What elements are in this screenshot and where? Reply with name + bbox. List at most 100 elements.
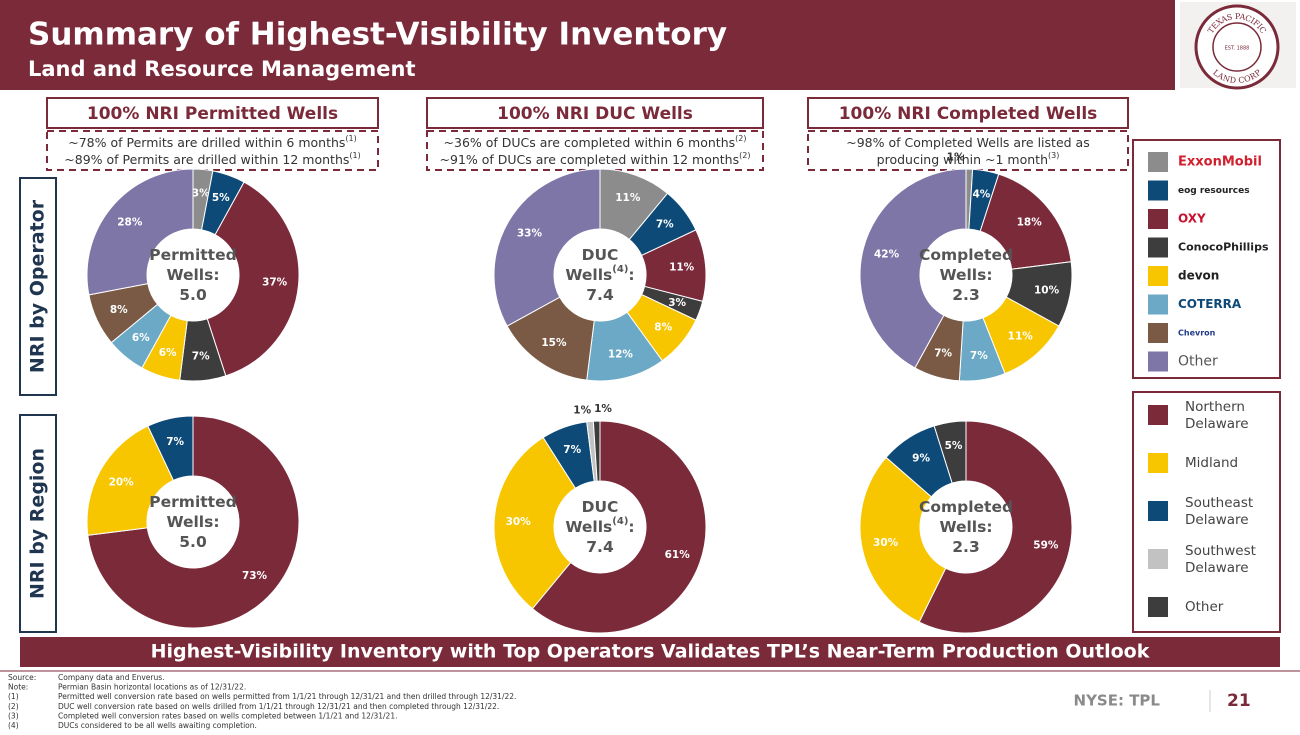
- section-header-box: [46, 97, 379, 129]
- center-label-part: Wells:: [939, 518, 992, 536]
- header-bar: [0, 0, 1175, 90]
- legend-label: devon: [1178, 269, 1219, 283]
- data-label: 30%: [873, 537, 899, 549]
- data-label: 8%: [110, 304, 128, 316]
- note-text: ~36% of DUCs are completed within 6 mont…: [444, 135, 736, 150]
- logo-inner: [1212, 22, 1262, 72]
- data-label: 6%: [132, 332, 150, 344]
- section-header: 100% NRI Completed Wells: [839, 104, 1098, 124]
- center-label-part: 7.4: [586, 286, 614, 304]
- note: ~91% of DUCs are completed within 12 mon…: [440, 151, 751, 167]
- center-label: 2.3: [952, 286, 979, 304]
- center-label-part: Permitted: [149, 493, 236, 511]
- banner: [20, 637, 1280, 667]
- data-label: 33%: [517, 227, 543, 239]
- data-label: 5%: [212, 192, 230, 204]
- data-label: 1%: [573, 404, 591, 416]
- center-label: Completed: [919, 246, 1013, 264]
- center-label: Wells(4):: [565, 264, 634, 284]
- footnote-text: DUCs considered to be all wells awaiting…: [58, 721, 257, 730]
- legend-label: OXY: [1178, 212, 1206, 226]
- note: producing within ~1 month(3): [877, 151, 1060, 167]
- legend-swatch: [1148, 237, 1168, 258]
- legend-swatch: [1148, 501, 1168, 521]
- footnote-text: Permitted well conversion rate based on …: [58, 692, 516, 701]
- center-label: Permitted: [149, 246, 236, 264]
- note: ~98% of Completed Wells are listed as: [846, 135, 1089, 150]
- footnote-label: Source:: [8, 673, 36, 682]
- data-label: 18%: [1017, 217, 1043, 229]
- ticker: NYSE: TPL: [1074, 692, 1161, 710]
- note-text: ~98% of Completed Wells are listed as: [846, 135, 1089, 150]
- note-ref: (2): [739, 151, 750, 160]
- data-label: 11%: [1008, 331, 1034, 343]
- note-ref: (3): [1048, 151, 1059, 160]
- row-label: NRI by Region: [27, 448, 49, 599]
- note-text: ~78% of Permits are drilled within 6 mon…: [68, 135, 345, 150]
- legend-label: eog resources: [1178, 186, 1250, 196]
- data-label: 3%: [668, 297, 686, 309]
- center-label: 5.0: [179, 533, 207, 551]
- data-label: 42%: [874, 249, 900, 261]
- legend-swatch: [1148, 152, 1168, 172]
- center-label-part: :: [628, 266, 634, 284]
- legend-label: Other: [1178, 354, 1218, 370]
- center-label: Wells:: [939, 266, 992, 284]
- note-box: [46, 130, 379, 171]
- legend-swatch: [1148, 294, 1168, 315]
- note-text: producing within ~1 month: [877, 152, 1048, 167]
- donut-hole: [920, 481, 1012, 573]
- donut-hole: [147, 476, 239, 568]
- legend-label: COTERRA: [1178, 297, 1242, 311]
- center-label-part: Wells:: [166, 266, 219, 284]
- footnote-label: (3): [8, 711, 19, 720]
- note-text: ~91% of DUCs are completed within 12 mon…: [440, 152, 740, 167]
- center-label-part: Wells:: [166, 513, 219, 531]
- data-label: 3%: [192, 187, 210, 199]
- data-label: 61%: [665, 549, 691, 561]
- center-label-part: DUC: [582, 498, 619, 516]
- legend-swatch: [1148, 351, 1168, 372]
- center-label: DUC: [582, 246, 619, 264]
- donut-hole: [554, 481, 646, 573]
- center-label-part: Completed: [919, 498, 1013, 516]
- banner-text: Highest-Visibility Inventory with Top Op…: [151, 641, 1150, 663]
- legend-swatch: [1148, 323, 1168, 343]
- footnote-label: (2): [8, 702, 19, 711]
- center-label-part: 2.3: [952, 286, 979, 304]
- data-label: 5%: [945, 440, 963, 452]
- legend-label: Chevron: [1178, 329, 1216, 338]
- legend-label: Midland: [1185, 455, 1238, 471]
- data-label: 6%: [159, 347, 177, 359]
- data-label: 7%: [166, 436, 184, 448]
- legend-label: Other: [1185, 599, 1224, 615]
- footnote-text: Company data and Enverus.: [58, 673, 165, 682]
- note-ref: (1): [345, 134, 356, 143]
- center-label: Wells:: [166, 513, 219, 531]
- logo-seal: [1194, 4, 1280, 90]
- data-label: 11%: [615, 192, 641, 204]
- center-label-part: (4): [612, 516, 628, 527]
- center-label: Wells:: [939, 518, 992, 536]
- donut-hole: [147, 229, 239, 321]
- center-label: Completed: [919, 498, 1013, 516]
- note-text: ~89% of Permits are drilled within 12 mo…: [64, 152, 349, 167]
- data-label: 12%: [608, 348, 634, 360]
- data-label: 59%: [1033, 540, 1059, 552]
- footnote-text: DUC well conversion rate based on wells …: [58, 702, 499, 711]
- note-ref: (1): [349, 151, 360, 160]
- note-ref: (2): [735, 134, 746, 143]
- data-label: 7%: [563, 444, 581, 456]
- center-label: 7.4: [586, 286, 614, 304]
- center-label-part: Wells: [565, 518, 612, 536]
- legend-swatch: [1148, 597, 1168, 617]
- data-label: 30%: [506, 516, 532, 528]
- center-label: 2.3: [952, 538, 979, 556]
- data-label: 73%: [242, 570, 268, 582]
- legend-label: Southwest Delaware: [1185, 543, 1256, 576]
- data-label: 7%: [192, 351, 210, 363]
- data-label: 10%: [1034, 284, 1060, 296]
- center-label-part: 5.0: [179, 286, 207, 304]
- center-label-part: 2.3: [952, 538, 979, 556]
